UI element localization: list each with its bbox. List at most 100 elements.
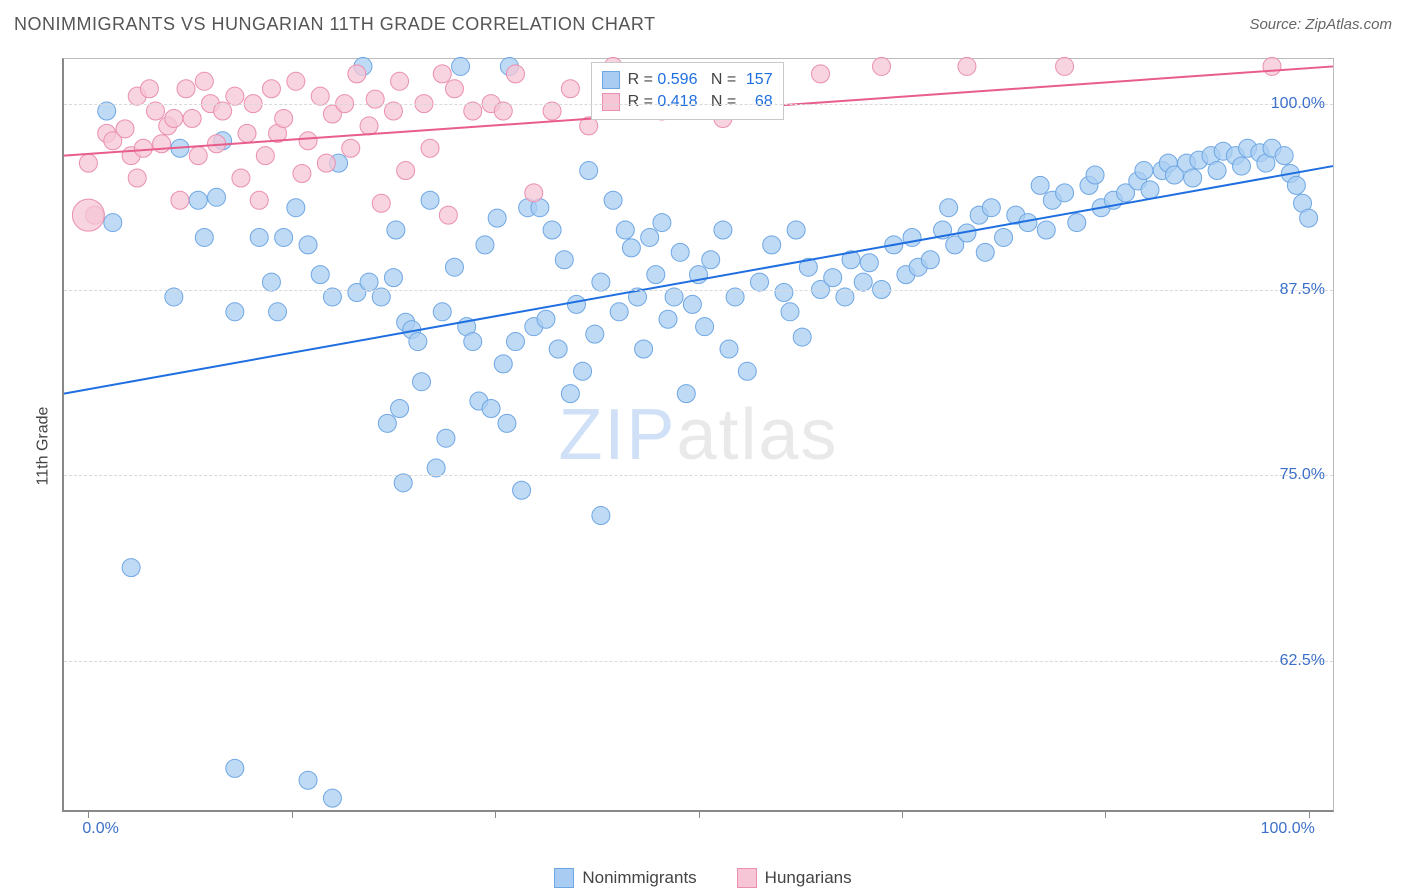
- scatter-point: [439, 206, 457, 224]
- scatter-point: [147, 102, 165, 120]
- scatter-point: [498, 414, 516, 432]
- scatter-point: [140, 80, 158, 98]
- scatter-point: [873, 57, 891, 75]
- scatter-point: [384, 269, 402, 287]
- scatter-point: [262, 80, 280, 98]
- scatter-point: [561, 80, 579, 98]
- scatter-point: [976, 243, 994, 261]
- scatter-point: [635, 340, 653, 358]
- scatter-point: [561, 385, 579, 403]
- x-tick-mark: [902, 810, 903, 818]
- scatter-point: [958, 57, 976, 75]
- scatter-point: [226, 87, 244, 105]
- legend-text: R = 0.418 N = 68: [628, 91, 773, 113]
- scatter-point: [659, 310, 677, 328]
- scatter-point: [714, 221, 732, 239]
- scatter-point: [494, 102, 512, 120]
- scatter-point: [232, 169, 250, 187]
- scatter-point: [269, 303, 287, 321]
- scatter-point: [1056, 57, 1074, 75]
- scatter-point: [299, 236, 317, 254]
- scatter-point: [567, 295, 585, 313]
- scatter-point: [616, 221, 634, 239]
- scatter-point: [647, 266, 665, 284]
- scatter-point: [165, 109, 183, 127]
- scatter-point: [433, 65, 451, 83]
- scatter-point: [275, 109, 293, 127]
- scatter-point: [104, 214, 122, 232]
- scatter-point: [391, 72, 409, 90]
- scatter-point: [1275, 147, 1293, 165]
- scatter-point: [177, 80, 195, 98]
- scatter-point: [134, 139, 152, 157]
- scatter-point: [610, 303, 628, 321]
- scatter-point: [311, 87, 329, 105]
- x-min-label: 0.0%: [82, 820, 118, 838]
- scatter-point: [445, 80, 463, 98]
- scatter-point: [696, 318, 714, 336]
- scatter-point: [421, 191, 439, 209]
- scatter-point: [299, 771, 317, 789]
- scatter-point: [665, 288, 683, 306]
- scatter-point: [128, 169, 146, 187]
- scatter-point: [506, 333, 524, 351]
- plot-area: ZIPatlas R = 0.596 N = 157R = 0.418 N = …: [62, 58, 1334, 812]
- scatter-point: [793, 328, 811, 346]
- scatter-point: [488, 209, 506, 227]
- scatter-point: [413, 373, 431, 391]
- scatter-point: [360, 273, 378, 291]
- scatter-point: [250, 191, 268, 209]
- scatter-point: [653, 214, 671, 232]
- x-tick-mark: [495, 810, 496, 818]
- scatter-point: [836, 288, 854, 306]
- scatter-point: [445, 258, 463, 276]
- scatter-point: [812, 65, 830, 83]
- scatter-point: [1287, 176, 1305, 194]
- scatter-point: [409, 333, 427, 351]
- scatter-point: [348, 65, 366, 83]
- scatter-point: [604, 191, 622, 209]
- scatter-point: [763, 236, 781, 254]
- scatter-point: [982, 199, 1000, 217]
- scatter-point: [1263, 57, 1281, 75]
- legend-swatch: [602, 93, 620, 111]
- scatter-point: [775, 283, 793, 301]
- scatter-point: [622, 239, 640, 257]
- scatter-point: [226, 303, 244, 321]
- scatter-point: [293, 165, 311, 183]
- scatter-point: [1141, 181, 1159, 199]
- scatter-point: [586, 325, 604, 343]
- scatter-point: [860, 254, 878, 272]
- scatter-point: [391, 399, 409, 417]
- y-tick-label: 87.5%: [1280, 281, 1325, 299]
- scatter-point: [387, 221, 405, 239]
- scatter-point: [427, 459, 445, 477]
- scatter-point: [726, 288, 744, 306]
- scatter-point: [506, 65, 524, 83]
- scatter-point: [360, 117, 378, 135]
- scatter-point: [1056, 184, 1074, 202]
- gridline-h: [64, 290, 1333, 291]
- scatter-point: [580, 162, 598, 180]
- scatter-point: [250, 228, 268, 246]
- scatter-point: [482, 399, 500, 417]
- scatter-point: [921, 251, 939, 269]
- correlation-legend: R = 0.596 N = 157R = 0.418 N = 68: [591, 62, 784, 120]
- scatter-point: [787, 221, 805, 239]
- scatter-point: [537, 310, 555, 328]
- x-tick-mark: [1309, 810, 1310, 818]
- y-tick-label: 62.5%: [1280, 652, 1325, 670]
- gridline-h: [64, 475, 1333, 476]
- scatter-point: [287, 72, 305, 90]
- x-tick-mark: [292, 810, 293, 818]
- scatter-point: [494, 355, 512, 373]
- data-svg: [64, 59, 1333, 810]
- scatter-point: [543, 102, 561, 120]
- scatter-point: [394, 474, 412, 492]
- scatter-point: [323, 288, 341, 306]
- scatter-point: [555, 251, 573, 269]
- x-tick-mark: [699, 810, 700, 818]
- scatter-point: [208, 188, 226, 206]
- scatter-point: [79, 154, 97, 172]
- scatter-point: [1135, 162, 1153, 180]
